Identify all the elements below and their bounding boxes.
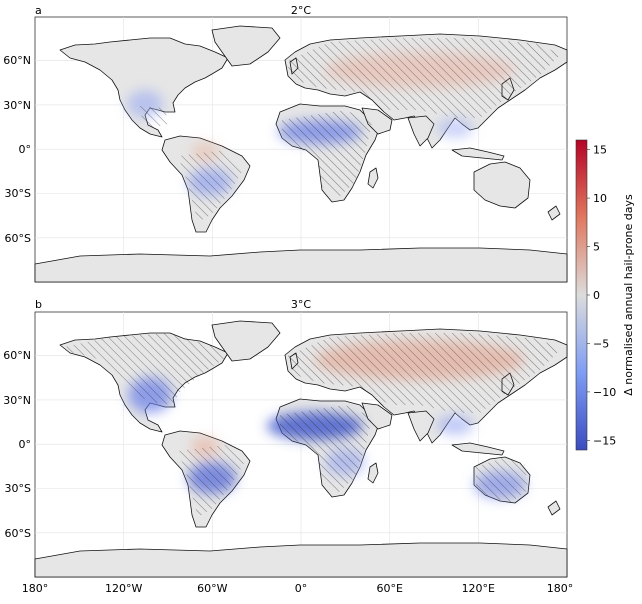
colorbar-tick-label: −10 — [593, 386, 616, 399]
lon-tick-label: 60°W — [197, 582, 227, 595]
lat-tick-label: 60°S — [5, 527, 31, 540]
colorbar-ramp — [575, 139, 588, 451]
panel-b-hatching — [64, 333, 560, 517]
lon-tick-label: 120°W — [105, 582, 142, 595]
lon-axis: 180° 120°W 60°W 0° 60°E 120°E 180° — [22, 582, 574, 595]
colorbar-tick-label: −15 — [593, 434, 616, 447]
lat-tick-label: 30°N — [3, 99, 31, 112]
colorbar: 15 10 5 0 −5 −10 −15 Δ normalised annual… — [575, 139, 635, 451]
lat-tick-label: 60°N — [3, 54, 31, 67]
panel-a: a 2°C — [34, 4, 568, 283]
lat-tick-label: 30°S — [5, 187, 31, 200]
lon-tick-label: 0° — [295, 582, 308, 595]
colorbar-tick-label: 15 — [593, 144, 607, 157]
antarctica — [34, 247, 568, 283]
colorbar-tick-label: 0 — [593, 289, 600, 302]
lat-tick-label: 30°S — [5, 482, 31, 495]
panel-a-title: 2°C — [291, 4, 311, 17]
colorbar-tick-label: 5 — [593, 241, 600, 254]
lon-tick-label: 180° — [22, 582, 49, 595]
new-zealand — [547, 205, 561, 221]
lat-tick-label: 60°S — [5, 232, 31, 245]
colorbar-tick-label: −5 — [593, 337, 609, 350]
panel-a-hatching — [140, 38, 560, 222]
panel-b-lat-axis: 60°N 30°N 0° 30°S 60°S — [3, 349, 31, 540]
colorbar-tick-label: 10 — [593, 192, 607, 205]
lat-tick-label: 30°N — [3, 394, 31, 407]
madagascar — [367, 167, 379, 189]
lat-tick-label: 0° — [19, 143, 32, 156]
north-america — [59, 37, 229, 138]
panel-a-letter: a — [35, 4, 42, 17]
colorbar-label: Δ normalised annual hail-prone days — [622, 194, 635, 396]
lat-tick-label: 60°N — [3, 349, 31, 362]
india — [407, 115, 435, 147]
lon-tick-label: 120°E — [462, 582, 495, 595]
panel-a-lat-axis: 60°N 30°N 0° 30°S 60°S — [3, 54, 31, 245]
greenland — [211, 25, 281, 67]
australia — [473, 161, 531, 209]
panel-b: b 3°C — [34, 298, 568, 578]
lat-tick-label: 0° — [19, 438, 32, 451]
panel-b-letter: b — [35, 298, 42, 311]
lon-tick-label: 180° — [547, 582, 574, 595]
colorbar-ticks — [587, 149, 590, 441]
lon-tick-label: 60°E — [376, 582, 402, 595]
panel-b-title: 3°C — [291, 298, 311, 311]
indonesia — [451, 147, 505, 161]
